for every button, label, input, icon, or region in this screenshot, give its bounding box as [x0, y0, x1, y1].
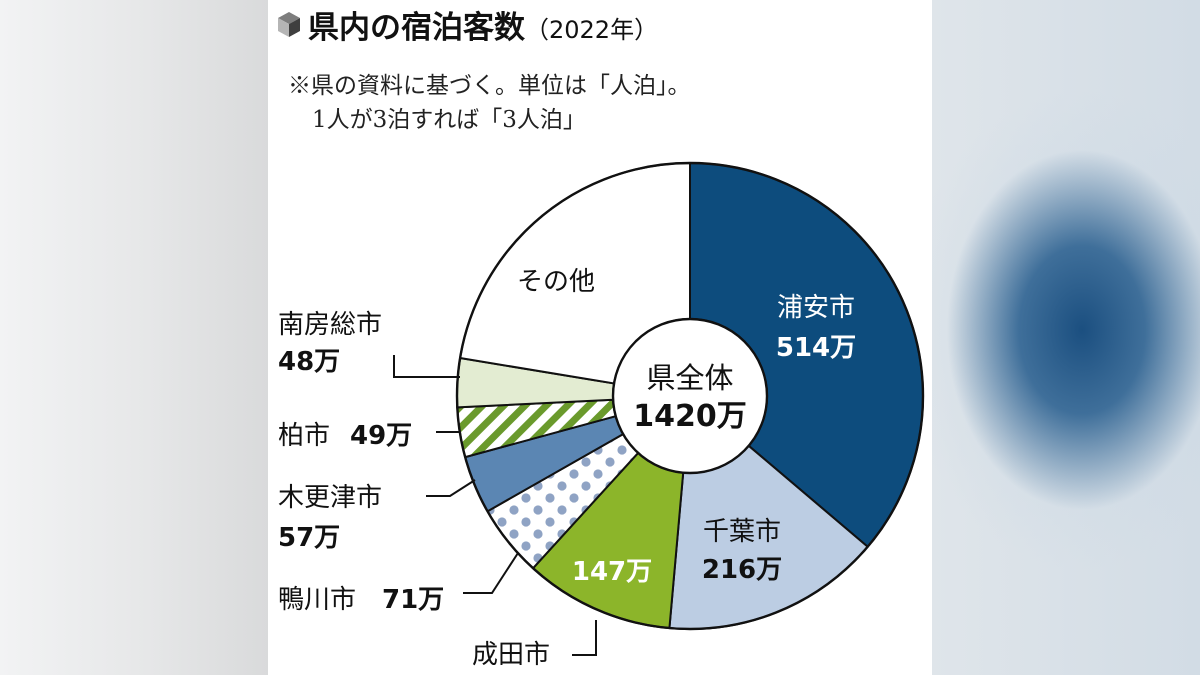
- chart-panel: 県内の宿泊客数（2022年） ※県の資料に基づく。単位は「人泊」。 1人が3泊す…: [268, 0, 932, 675]
- slice-label-narita: 成田市: [472, 640, 550, 670]
- chart-title: 県内の宿泊客数（2022年）: [308, 10, 658, 46]
- slice-value-minamiboso: 48万: [278, 347, 340, 377]
- center-label: 県全体: [646, 361, 733, 395]
- donut-outline: [455, 161, 925, 631]
- slice-label-minamiboso: 南房総市: [278, 310, 382, 340]
- slice-label-chiba: 千葉市: [703, 517, 781, 547]
- leader-line-narita: [572, 620, 597, 656]
- slice-label-urayasu: 浦安市: [777, 293, 855, 323]
- background-left: [0, 0, 268, 675]
- donut-hole: [611, 317, 769, 475]
- slice-value-kisarazu: 57万: [278, 523, 340, 553]
- note-line-2: 1人が3泊すれば「3人泊」: [312, 107, 586, 133]
- slice-label-kashiwa: 柏市: [278, 421, 330, 451]
- leader-line-minamiboso: [393, 355, 460, 378]
- slice-value-kashiwa: 49万: [350, 421, 412, 451]
- slice-label-kisarazu: 木更津市: [278, 483, 382, 513]
- slice-label-kamogawa: 鴨川市: [278, 585, 356, 615]
- slice-value-chiba: 216万: [702, 555, 782, 585]
- note-line-1: ※県の資料に基づく。単位は「人泊」。: [288, 73, 691, 99]
- slice-value-kamogawa: 71万: [382, 585, 444, 615]
- slice-label-sonota: その他: [517, 267, 595, 297]
- leader-lines: [393, 355, 597, 656]
- center-value: 1420万: [633, 399, 747, 434]
- leader-line-kamogawa: [463, 552, 519, 594]
- background-right: [932, 0, 1200, 675]
- slice-value-narita: 147万: [572, 557, 652, 587]
- leader-line-kisarazu: [426, 479, 476, 497]
- cube-icon: [278, 12, 300, 37]
- slice-value-urayasu: 514万: [776, 333, 856, 363]
- donut-chart: 県内の宿泊客数（2022年） ※県の資料に基づく。単位は「人泊」。 1人が3泊す…: [278, 10, 925, 670]
